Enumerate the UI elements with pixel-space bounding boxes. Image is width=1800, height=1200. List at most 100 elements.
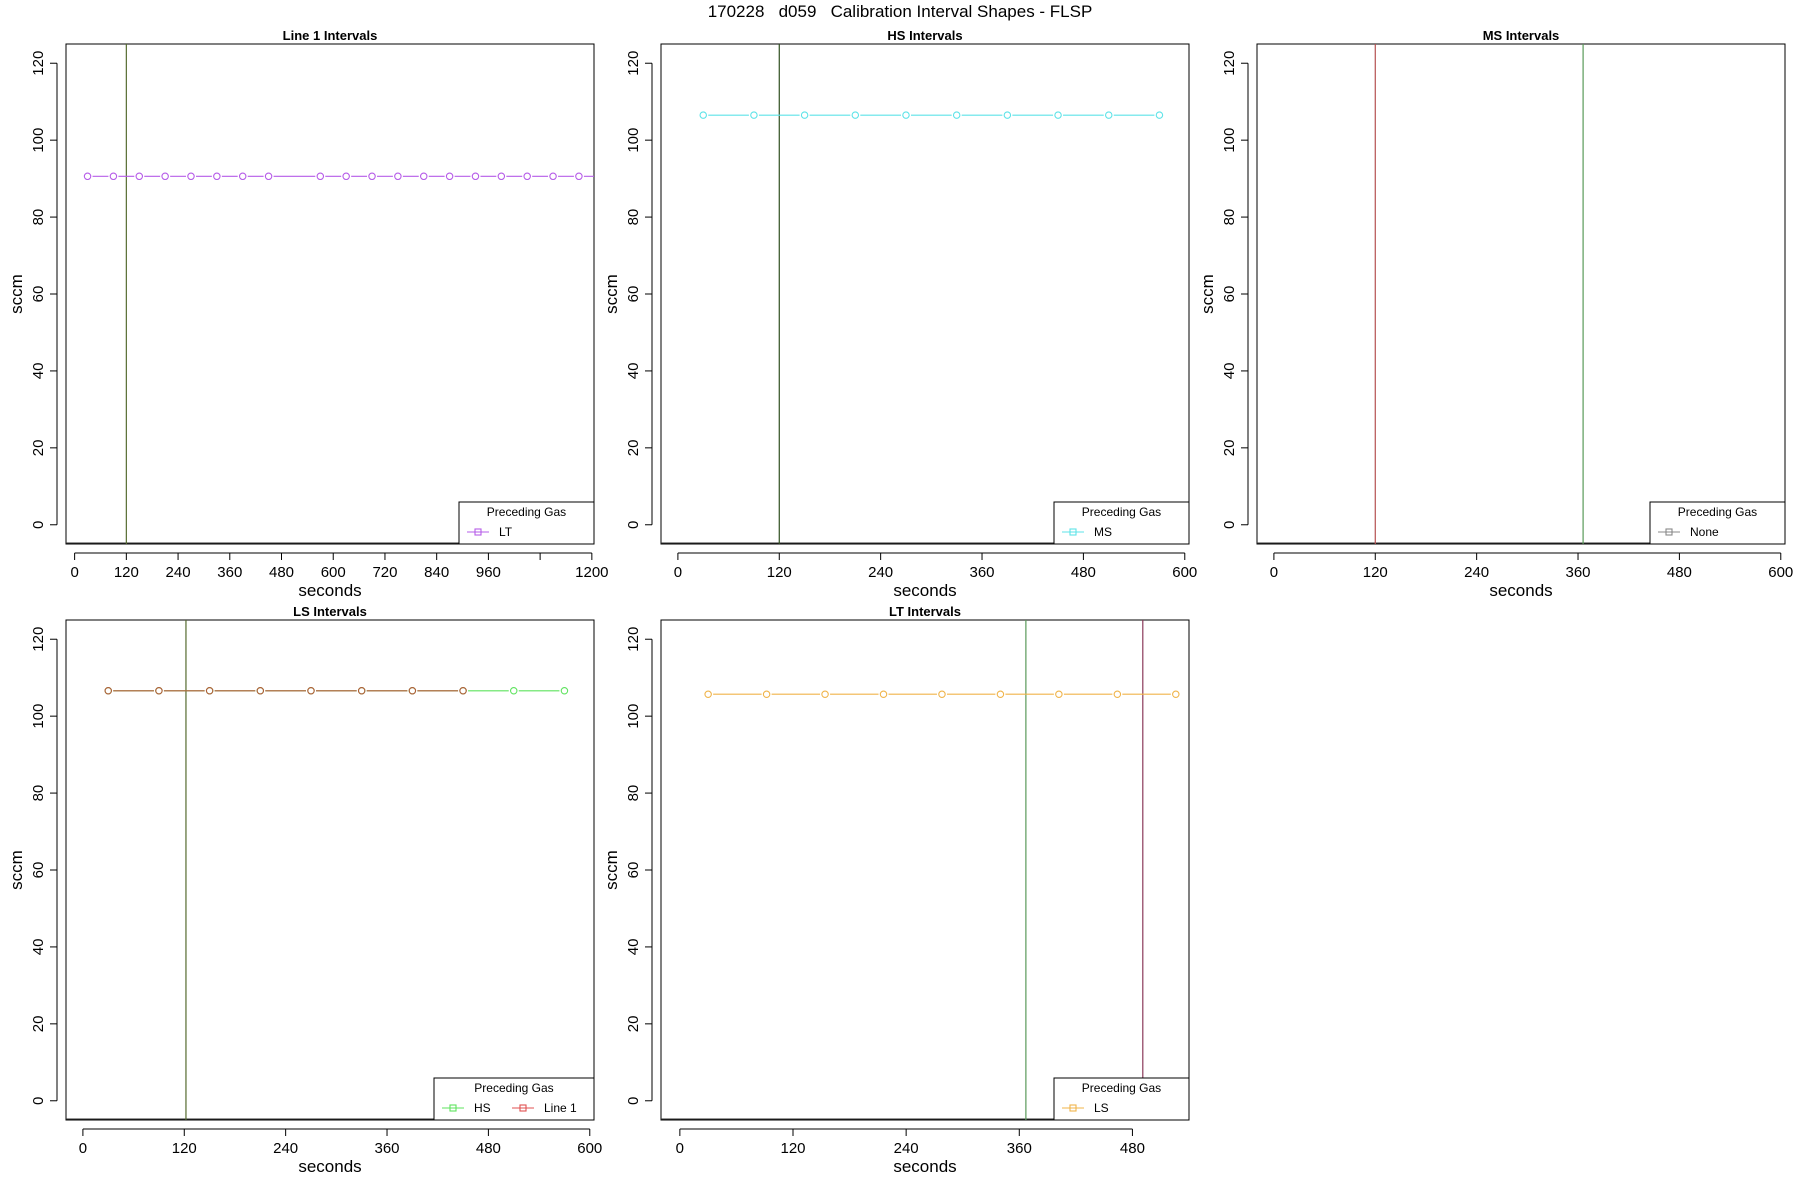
y-tick-label: 60 bbox=[30, 286, 47, 303]
data-point bbox=[523, 172, 531, 181]
y-tick-label: 120 bbox=[30, 51, 47, 76]
x-tick-label: 480 bbox=[476, 1140, 501, 1157]
x-tick-label: 120 bbox=[172, 1140, 197, 1157]
series-1 bbox=[83, 172, 594, 181]
legend-entry-label: None bbox=[1690, 525, 1719, 539]
legend: Preceding Gas MS bbox=[1053, 501, 1190, 545]
series-1 bbox=[704, 690, 1180, 698]
legend-swatch-marker bbox=[449, 1104, 457, 1112]
y-tick-label: 60 bbox=[1221, 286, 1238, 303]
x-tick-label: 360 bbox=[1566, 564, 1591, 581]
legend-entry-label: MS bbox=[1094, 525, 1112, 539]
data-point bbox=[851, 111, 860, 119]
legend-box bbox=[1053, 501, 1190, 545]
data-point bbox=[902, 111, 910, 119]
legend-entry-label: LT bbox=[499, 525, 513, 539]
plot-frame bbox=[65, 619, 595, 1121]
x-axis: 0 120 240 360 480 seconds bbox=[676, 1128, 1145, 1176]
data-point bbox=[459, 687, 467, 695]
x-tick-label: 0 bbox=[674, 564, 682, 581]
y-axis: 0 20 40 60 80 100 120 sccm bbox=[7, 627, 58, 1105]
y-axis: 0 20 40 60 80 100 120 sccm bbox=[7, 51, 58, 529]
y-tick-label: 20 bbox=[1221, 440, 1238, 457]
y-tick-label: 100 bbox=[30, 704, 47, 729]
y-tick-label: 40 bbox=[625, 363, 642, 380]
data-point bbox=[1155, 111, 1164, 119]
legend-title: Preceding Gas bbox=[1082, 505, 1161, 519]
data-point bbox=[408, 687, 417, 695]
data-point bbox=[471, 172, 480, 181]
y-tick-label: 80 bbox=[625, 209, 642, 226]
x-tick-label: 360 bbox=[970, 564, 995, 581]
data-point bbox=[394, 172, 402, 181]
y-tick-label: 40 bbox=[1221, 363, 1238, 380]
legend-swatch-marker bbox=[1069, 1104, 1077, 1112]
data-point bbox=[256, 687, 265, 695]
data-point bbox=[213, 172, 221, 181]
y-axis-label: sccm bbox=[602, 274, 621, 314]
x-axis: 0 120 240 360 480 600 seconds bbox=[79, 1128, 602, 1176]
legend-title: Preceding Gas bbox=[1082, 1081, 1161, 1095]
legend-swatch-marker bbox=[1665, 528, 1673, 536]
y-axis: 0 20 40 60 80 100 120 sccm bbox=[602, 627, 653, 1105]
legend-box bbox=[1649, 501, 1786, 545]
legend-entry-label: LS bbox=[1094, 1101, 1109, 1115]
y-tick-label: 20 bbox=[625, 1016, 642, 1033]
chart-title: MS Intervals bbox=[1483, 28, 1560, 43]
x-tick-label: 480 bbox=[269, 564, 294, 581]
y-axis: 0 20 40 60 80 100 120 sccm bbox=[1198, 51, 1249, 529]
y-tick-label: 120 bbox=[625, 51, 642, 76]
chart-panel-2: HS Intervals 0 120 240 360 480 600 seconds 0 20 40… bbox=[602, 28, 1197, 600]
legend: Preceding Gas LT bbox=[458, 501, 595, 545]
data-point bbox=[549, 172, 557, 181]
x-tick-label: 240 bbox=[868, 564, 893, 581]
x-axis-label: seconds bbox=[893, 1157, 956, 1176]
legend-box bbox=[1053, 1077, 1190, 1121]
data-point bbox=[205, 687, 214, 695]
x-tick-label: 120 bbox=[780, 1140, 805, 1157]
data-point bbox=[1054, 111, 1062, 119]
data-point bbox=[952, 111, 961, 119]
chart-panel-4: LS Intervals 0 120 240 360 480 600 seconds 0 20 40… bbox=[7, 604, 602, 1176]
plot-frame bbox=[1256, 43, 1786, 545]
y-tick-label: 120 bbox=[1221, 51, 1238, 76]
x-axis: 0 120 240 360 480 600 seconds bbox=[1270, 552, 1793, 600]
legend-title: Preceding Gas bbox=[1678, 505, 1757, 519]
data-point bbox=[996, 690, 1005, 698]
chart-title: LT Intervals bbox=[889, 604, 961, 619]
legend-title: Preceding Gas bbox=[487, 505, 566, 519]
legend-swatch-marker bbox=[1069, 528, 1077, 536]
y-tick-label: 60 bbox=[30, 862, 47, 879]
data-point bbox=[135, 172, 144, 181]
data-point bbox=[307, 687, 315, 695]
y-tick-label: 80 bbox=[30, 209, 47, 226]
y-tick-label: 120 bbox=[30, 627, 47, 652]
x-tick-label: 600 bbox=[321, 564, 346, 581]
data-point bbox=[704, 690, 712, 698]
data-point bbox=[509, 687, 518, 695]
y-tick-label: 40 bbox=[625, 939, 642, 956]
x-tick-label: 600 bbox=[1172, 564, 1197, 581]
data-point bbox=[762, 690, 771, 698]
x-tick-label: 360 bbox=[1007, 1140, 1032, 1157]
y-tick-label: 60 bbox=[625, 862, 642, 879]
data-point bbox=[750, 111, 758, 119]
x-axis-label: seconds bbox=[893, 581, 956, 600]
data-point bbox=[155, 687, 163, 695]
legend-swatch-marker bbox=[519, 1104, 527, 1112]
legend-title: Preceding Gas bbox=[474, 1081, 553, 1095]
data-point bbox=[1055, 690, 1063, 698]
y-tick-label: 0 bbox=[625, 1097, 642, 1105]
x-axis-label: seconds bbox=[1489, 581, 1552, 600]
x-tick-label: 240 bbox=[273, 1140, 298, 1157]
x-tick-label: 120 bbox=[767, 564, 792, 581]
legend: Preceding Gas None bbox=[1649, 501, 1786, 545]
y-tick-label: 20 bbox=[625, 440, 642, 457]
x-axis: 0 120 240 360 480 600 720 840 960 1200 seconds bbox=[70, 552, 609, 600]
chart-title: LS Intervals bbox=[293, 604, 367, 619]
series-1 bbox=[699, 111, 1164, 119]
legend-entry-label: Line 1 bbox=[544, 1101, 577, 1115]
data-point bbox=[238, 172, 247, 181]
x-tick-label: 840 bbox=[424, 564, 449, 581]
y-tick-label: 100 bbox=[625, 128, 642, 153]
